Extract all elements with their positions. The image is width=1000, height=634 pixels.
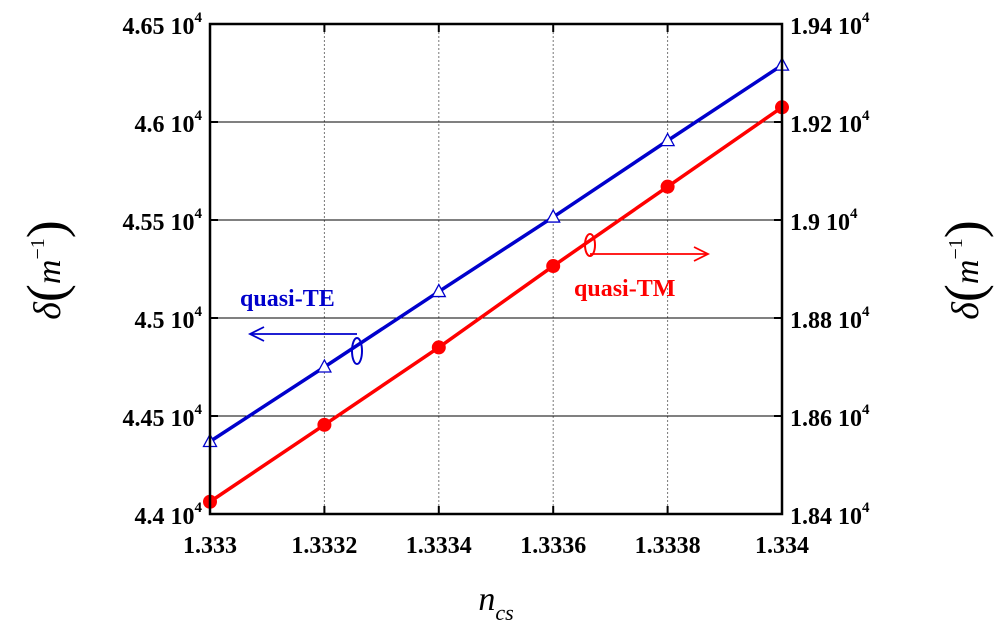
svg-text:δ(m−1): δ(m−1) <box>16 220 76 319</box>
ticks: 1.333 1.3332 1.3334 1.3336 1.3338 1.334 4.4 10… <box>123 10 871 559</box>
y-tick-label-left: 4.55 104 <box>123 206 203 236</box>
y-tick-label-left: 4.6 104 <box>135 108 203 138</box>
x-tick-label: 1.334 <box>755 533 809 559</box>
svg-text:δ(m−1): δ(m−1) <box>934 220 994 319</box>
series-label-quasi-TM: quasi-TM <box>574 276 675 302</box>
data-point-quasi-TM <box>317 417 332 432</box>
x-tick-label: 1.3334 <box>406 533 472 559</box>
y-tick-label-left: 4.4 104 <box>135 500 203 530</box>
data-point-quasi-TE <box>431 283 447 298</box>
y-tick-label-left: 4.45 104 <box>123 402 203 432</box>
data-point-quasi-TM <box>660 179 675 194</box>
y-tick-label-right: 1.94 104 <box>790 10 870 40</box>
y-tick-label-right: 1.9 104 <box>790 206 858 236</box>
x-tick-label: 1.333 <box>183 533 237 559</box>
annotations: quasi-TE quasi-TM <box>240 233 711 365</box>
y-axis-title-right: δ(m−1) <box>934 220 994 319</box>
data-point-quasi-TE <box>545 208 561 223</box>
y-tick-label-right: 1.86 104 <box>790 402 870 432</box>
data-point-quasi-TM <box>546 259 561 274</box>
data-point-quasi-TM <box>431 340 446 355</box>
data-point-quasi-TE <box>660 132 676 147</box>
y-axis-title-left: δ(m−1) <box>16 220 76 319</box>
series-line-quasi-TM <box>209 105 783 504</box>
grid <box>210 24 782 514</box>
arrowhead <box>693 246 711 262</box>
series-line-quasi-TE <box>209 63 783 443</box>
series-layer <box>202 56 790 509</box>
y-tick-label-left: 4.65 104 <box>123 10 203 40</box>
y-tick-label-right: 1.88 104 <box>790 304 870 334</box>
arrowhead <box>247 326 265 342</box>
x-axis-title: ncs <box>478 581 513 625</box>
series-marker-ellipse <box>584 233 596 257</box>
series-label-quasi-TE: quasi-TE <box>240 286 335 312</box>
x-tick-label: 1.3336 <box>520 533 586 559</box>
x-tick-label: 1.3338 <box>635 533 701 559</box>
series-marker-ellipse <box>351 337 363 365</box>
x-tick-label: 1.3332 <box>291 533 357 559</box>
y-tick-label-left: 4.5 104 <box>135 304 203 334</box>
data-point-quasi-TE <box>316 358 332 373</box>
y-tick-label-right: 1.92 104 <box>790 108 870 138</box>
plot-frame <box>208 22 784 516</box>
y-tick-label-right: 1.84 104 <box>790 500 870 530</box>
